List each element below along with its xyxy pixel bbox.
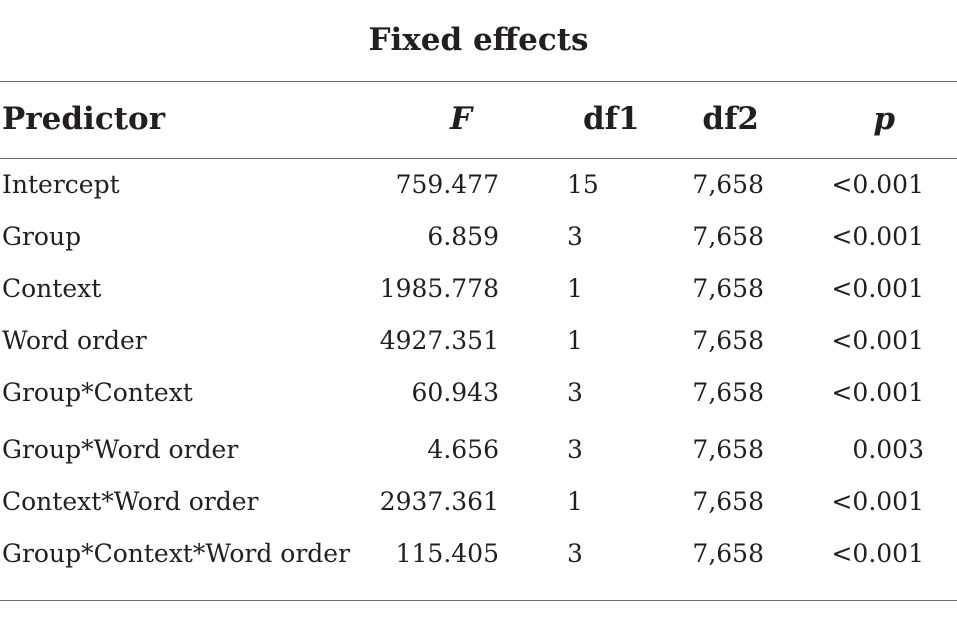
cell-df2: 7,658	[692, 378, 764, 407]
cell-p: <0.001	[831, 170, 924, 199]
table-row: Group 6.859 3 7,658 <0.001	[0, 217, 957, 257]
table-row: Group*Context*Word order 115.405 3 7,658…	[0, 534, 957, 574]
cell-p: <0.001	[831, 539, 924, 568]
cell-df2: 7,658	[692, 487, 764, 516]
cell-predictor: Context	[2, 274, 102, 303]
cell-f: 115.405	[395, 539, 499, 568]
cell-df2: 7,658	[692, 326, 764, 355]
top-rule	[0, 81, 957, 82]
cell-predictor: Context*Word order	[2, 487, 259, 516]
cell-p: <0.001	[831, 274, 924, 303]
table-row: Word order 4927.351 1 7,658 <0.001	[0, 321, 957, 361]
cell-predictor: Intercept	[2, 170, 120, 199]
table-row: Group*Context 60.943 3 7,658 <0.001	[0, 373, 957, 413]
bottom-rule	[0, 600, 957, 601]
cell-df1: 15	[567, 170, 599, 199]
cell-p: 0.003	[852, 435, 924, 464]
cell-predictor: Group*Context	[2, 378, 193, 407]
cell-df1: 1	[567, 274, 583, 303]
cell-p: <0.001	[831, 222, 924, 251]
cell-df2: 7,658	[692, 222, 764, 251]
table-row: Intercept 759.477 15 7,658 <0.001	[0, 165, 957, 205]
cell-df2: 7,658	[692, 170, 764, 199]
cell-df1: 1	[567, 326, 583, 355]
cell-df2: 7,658	[692, 539, 764, 568]
header-predictor: Predictor	[2, 101, 166, 137]
header-df2: df2	[702, 101, 759, 137]
cell-df1: 1	[567, 487, 583, 516]
cell-df2: 7,658	[692, 435, 764, 464]
cell-f: 4.656	[427, 435, 499, 464]
cell-p: <0.001	[831, 378, 924, 407]
table-row: Context 1985.778 1 7,658 <0.001	[0, 269, 957, 309]
cell-predictor: Word order	[2, 326, 147, 355]
cell-df2: 7,658	[692, 274, 764, 303]
cell-predictor: Group*Word order	[2, 435, 239, 464]
cell-f: 6.859	[427, 222, 499, 251]
cell-predictor: Group	[2, 222, 82, 251]
table-row: Group*Word order 4.656 3 7,658 0.003	[0, 430, 957, 470]
table-caption: Fixed effects	[368, 22, 589, 58]
cell-f: 2937.361	[379, 487, 499, 516]
cell-f: 60.943	[411, 378, 499, 407]
header-df1: df1	[583, 101, 640, 137]
cell-df1: 3	[567, 435, 583, 464]
cell-df1: 3	[567, 222, 583, 251]
header-p: p	[873, 101, 895, 137]
cell-f: 4927.351	[379, 326, 499, 355]
cell-df1: 3	[567, 378, 583, 407]
cell-f: 759.477	[395, 170, 499, 199]
cell-p: <0.001	[831, 487, 924, 516]
table-row: Context*Word order 2937.361 1 7,658 <0.0…	[0, 482, 957, 522]
cell-f: 1985.778	[379, 274, 499, 303]
header-f: F	[449, 101, 472, 137]
table-header-row: Predictor F df1 df2 p	[0, 99, 957, 139]
header-rule	[0, 158, 957, 159]
cell-p: <0.001	[831, 326, 924, 355]
cell-predictor: Group*Context*Word order	[2, 539, 351, 568]
cell-df1: 3	[567, 539, 583, 568]
